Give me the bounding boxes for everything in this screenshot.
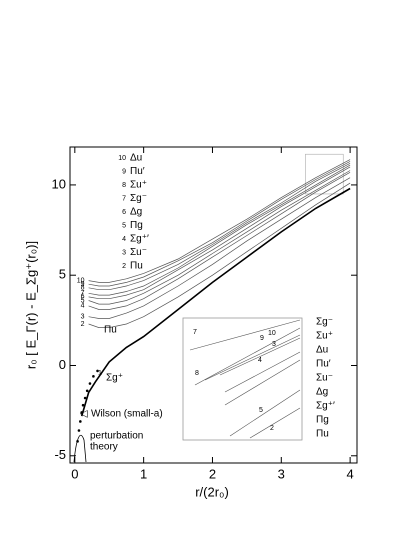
inset-state-label: Σu⁺: [316, 331, 333, 342]
inset-state-label: Σg⁺′: [316, 401, 335, 412]
y-axis-label: r₀ [ E_Γ(r) - E_Σg⁺(r₀)]: [23, 241, 38, 369]
inset-curve-number: 5: [259, 407, 263, 414]
x-tick-label: 1: [140, 466, 147, 481]
curve-number: 4: [81, 303, 85, 310]
lattice-point: [81, 403, 85, 407]
excited-curve: [88, 177, 351, 319]
legend-label: Δg: [130, 207, 142, 218]
inset-curve-number: 9: [260, 335, 264, 342]
lattice-point: [77, 429, 81, 432]
wilson-arrow: ◁: [80, 409, 88, 420]
y-tick-label: 5: [59, 267, 66, 282]
legend-label: Σu⁻: [130, 247, 147, 258]
inset-curve-number: 2: [270, 425, 274, 432]
inset-state-label: Σg⁻: [316, 317, 333, 328]
legend-number: 7: [122, 195, 126, 202]
legend-label: Πu′: [130, 166, 145, 177]
curve-number: 8: [81, 285, 85, 292]
excited-curve: [88, 164, 351, 296]
annotation: theory: [90, 442, 118, 453]
legend-number: 8: [122, 182, 126, 189]
inset-state-label: Σu⁻: [316, 373, 333, 384]
legend-label: Πg: [130, 220, 143, 231]
y-tick-label: 10: [52, 176, 66, 191]
legend-label: Σu⁺: [130, 180, 147, 191]
ground-curve: [80, 187, 351, 417]
x-tick-label: 3: [278, 466, 285, 481]
annotation: perturbation: [90, 431, 143, 442]
curve-number: 9: [81, 281, 85, 288]
x-axis-label: r/(2r₀): [195, 484, 229, 499]
excited-curve: [88, 161, 351, 287]
curve-number: 7: [81, 290, 85, 297]
excited-curve: [88, 166, 351, 300]
curve-number: 1: [98, 370, 102, 377]
lattice-point: [79, 420, 82, 423]
legend-number: 6: [122, 209, 126, 216]
legend-label: Σg⁻: [130, 193, 147, 204]
excited-curve: [88, 170, 351, 305]
annotation: Wilson (small-a): [91, 409, 163, 420]
inset-state-label: Πu′: [316, 359, 331, 370]
excited-curve: [88, 159, 351, 283]
y-tick-label: 0: [59, 357, 66, 372]
inset-curve-number: 8: [195, 370, 199, 377]
excited-curve: [88, 171, 351, 310]
state-label: Πu: [104, 325, 117, 336]
perturbation-curve: [73, 434, 87, 463]
legend-number: 3: [122, 249, 126, 256]
inset-frame: [182, 317, 303, 441]
legend-number: 4: [122, 236, 126, 243]
inset-state-label: Πu: [316, 429, 329, 440]
x-tick-label: 4: [347, 466, 354, 481]
excited-curve: [88, 162, 351, 291]
legend-number: 10: [118, 155, 126, 162]
state-label: Σg⁺: [106, 373, 123, 384]
lattice-point: [88, 382, 92, 385]
plot-frame: [69, 146, 358, 464]
inset-state-label: Πg: [316, 415, 329, 426]
x-tick-label: 2: [209, 466, 216, 481]
inset-curve-number: 7: [193, 329, 197, 336]
inset-lines: [189, 319, 301, 439]
inset-state-label: Δu: [316, 345, 328, 356]
excited-curve: [88, 182, 351, 328]
lattice-point: [80, 411, 84, 414]
legend-number: 2: [122, 263, 126, 270]
legend-label: Δu: [130, 153, 142, 164]
inset-curve-number: 4: [258, 357, 262, 364]
inset-curve-number: 3: [272, 341, 276, 348]
lattice-point: [92, 375, 95, 378]
legend-number: 5: [122, 222, 126, 229]
inset-state-label: Δg: [316, 387, 328, 398]
legend-label: Πu: [130, 261, 143, 272]
curve-number: 2: [81, 321, 85, 328]
curve-number: 5: [81, 297, 85, 304]
x-tick-label: 0: [71, 466, 78, 481]
lattice-point: [83, 396, 87, 400]
legend-label: Σg⁺′: [130, 234, 149, 245]
curve-number: 6: [81, 294, 85, 301]
y-tick-label: -5: [54, 447, 66, 462]
lattice-point: [85, 389, 89, 393]
inset-curve-number: 10: [268, 330, 276, 337]
curve-number: 3: [81, 314, 85, 321]
curve-number: 10: [77, 277, 85, 284]
lattice-point: [96, 369, 99, 373]
legend-number: 9: [122, 168, 126, 175]
